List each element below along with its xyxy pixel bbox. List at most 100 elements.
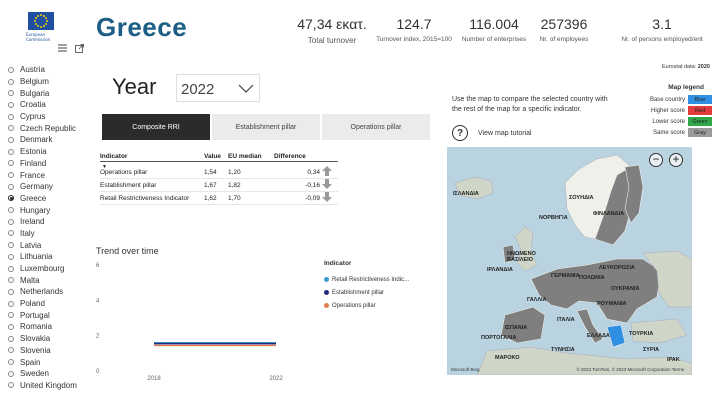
country-option[interactable]: Netherlands [8,286,92,298]
country-option[interactable]: Latvia [8,239,92,251]
sort-indicator-icon: ▼ [102,164,107,170]
country-option[interactable]: Italy [8,228,92,240]
radio-icon [8,136,14,143]
eu-star-icon [37,25,39,28]
kpi-label: Turnover index, 2015=100 [376,36,452,43]
eu-star-icon [43,14,45,17]
country-option[interactable]: Slovakia [8,333,92,345]
radio-icon [8,265,14,272]
map-instructions: Use the map to compare the selected coun… [452,96,608,113]
map-legend-swatch: Blue [688,95,712,104]
value-cell: 1,67 [204,181,217,189]
country-option[interactable]: Romania [8,321,92,333]
radio-icon [8,78,14,85]
year-dropdown[interactable]: 2022 [176,74,260,102]
europe-map[interactable]: ΙΣΛΑΝΔΙΑ ΣΟΥΗΔΙΑ ΦΙΝΛΑΝΔΙΑ ΝΟΡΒΗΓΙΑ ΗΝΩΜ… [447,147,692,375]
country-option[interactable]: Poland [8,298,92,310]
map-label: ΓΑΛΛΙΑ [527,297,547,303]
map-label: ΛΕΥΚΟΡΩΣΙΑ [599,265,635,271]
country-option[interactable]: Lithuania [8,251,92,263]
country-label: Spain [20,357,41,367]
map-label: ΙΣΠΑΝΙΑ [505,325,528,331]
radio-icon [8,230,14,237]
country-option[interactable]: Germany [8,181,92,193]
legend-label: Retail Restrictiveness Indic... [332,276,410,283]
country-option[interactable]: Estonia [8,146,92,158]
tab-operations-pillar[interactable]: Operations pillar [322,114,430,140]
map-label: ΗΝΩΜΕΝΟ ΒΑΣΙΛΕΙΟ [507,251,536,263]
map-label: ΙΤΑΛΙΑ [557,317,575,323]
country-option[interactable]: Cyprus [8,111,92,123]
legend-item[interactable]: Operations pillar [324,299,409,312]
map-label: ΙΡΑΚ [667,357,680,363]
country-label: Netherlands [20,287,64,297]
arrow-down-icon [320,192,334,204]
map-legend-row: Higher score Red [616,105,712,116]
zoom-out-button[interactable]: − [649,153,663,167]
european-commission-logo: European Commission [20,8,64,44]
country-option[interactable]: Slovenia [8,345,92,357]
country-option[interactable]: Czech Republic [8,122,92,134]
chevron-down-icon [237,79,255,102]
country-option[interactable]: Hungary [8,204,92,216]
open-external-icon[interactable] [75,44,84,56]
menu-icon[interactable] [58,44,67,56]
kpi-label: Number of enterprises [461,36,527,43]
radio-icon [8,335,14,342]
radio-icon [8,183,14,190]
country-option[interactable]: Ireland [8,216,92,228]
map-label: ΙΣΛΑΝΔΙΑ [453,191,479,197]
median-cell: 1,70 [228,194,241,202]
country-option[interactable]: Sweden [8,368,92,380]
col-value[interactable]: Value [204,153,221,160]
zoom-in-button[interactable]: + [669,153,683,167]
radio-icon [8,323,14,330]
country-option[interactable]: Belgium [8,76,92,88]
legend-item[interactable]: Establishment pillar [324,286,409,299]
tab-establishment-pillar[interactable]: Establishment pillar [212,114,320,140]
map-legend-title: Map legend [668,84,704,91]
col-eu-median[interactable]: EU median [228,153,262,160]
eu-star-icon [46,20,48,22]
country-option[interactable]: France [8,169,92,181]
kpi-label: Nr. of employees [539,36,589,43]
logo-text-line2: Commission [26,37,51,42]
country-option[interactable]: Bulgaria [8,87,92,99]
kpi-employees: 257396 Nr. of employees [534,16,594,43]
help-icon[interactable]: ? [452,125,468,141]
radio-icon [8,359,14,366]
country-option[interactable]: Luxembourg [8,263,92,275]
radio-icon [8,347,14,354]
eu-star-icon [40,26,42,28]
legend-item[interactable]: Retail Restrictiveness Indic... [324,273,409,286]
country-option[interactable]: Spain [8,356,92,368]
country-option[interactable]: Greece [8,193,92,205]
country-option[interactable]: Malta [8,274,92,286]
eurostat-label: Eurostat data: [661,64,697,70]
kpi-value: 124.7 [396,16,432,32]
country-label: Greece [20,193,47,203]
eurostat-data-note: Eurostat data: 2020 [662,64,710,70]
eu-star-icon [37,14,39,17]
kpi-persons-per-enterprise: 3.1 Nr. of persons employed/ent [616,16,708,43]
map-copyright[interactable]: © 2023 TomTom, © 2023 Microsoft Corporat… [576,367,684,372]
country-option[interactable]: Austria [8,64,92,76]
country-option[interactable]: Finland [8,158,92,170]
country-option[interactable]: Portugal [8,309,92,321]
map-legend-swatch: Gray [688,128,712,137]
tab-composite-rri[interactable]: Composite RRI [102,114,210,140]
col-difference[interactable]: Difference [274,153,306,160]
table-row: Establishment pillar 1,67 1,82 -0,16 [100,179,338,192]
country-option[interactable]: United Kingdom [8,380,92,392]
country-option[interactable]: Denmark [8,134,92,146]
country-label: Czech Republic [20,123,77,133]
map-label: ΡΟΥΜΑΝΙΑ [597,301,627,307]
col-indicator[interactable]: Indicator [100,153,128,160]
map-label: ΠΟΛΩΝΙΑ [579,275,605,281]
y-tick-label: 6 [96,263,100,269]
radio-icon [8,370,14,377]
country-option[interactable]: Croatia [8,99,92,111]
map-legend: Map legend Base country Blue Higher score R… [616,84,712,138]
map-tutorial-link[interactable]: View map tutorial [478,130,532,137]
